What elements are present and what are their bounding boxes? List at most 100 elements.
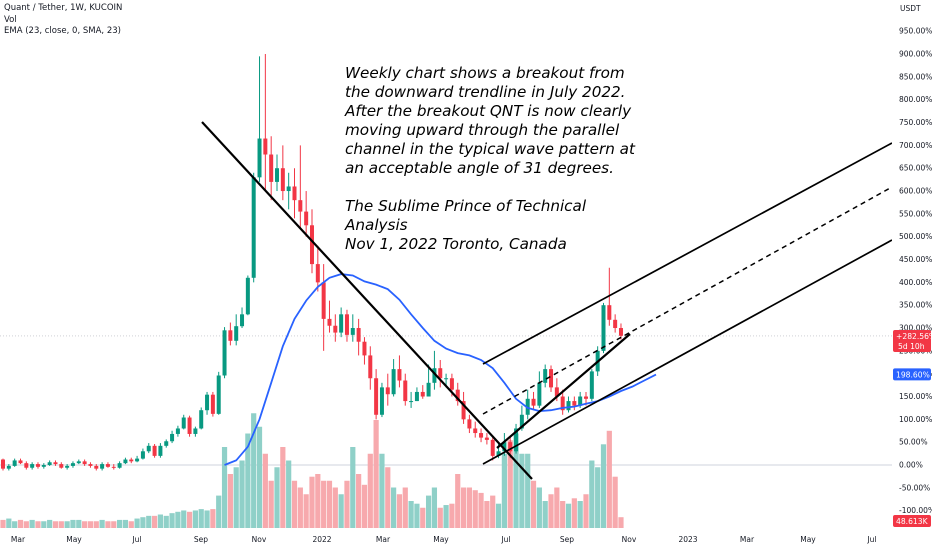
volume-bar: [210, 509, 216, 528]
volume-bar: [309, 476, 315, 528]
volume-bar: [600, 444, 607, 528]
candle: [129, 457, 134, 464]
candle: [607, 267, 612, 326]
volume-bar: [338, 494, 344, 528]
candle: [234, 314, 239, 346]
time-axis-tick: Sep: [560, 535, 574, 544]
ema-indicator-label[interactable]: EMA (23, close, 0, SMA, 23): [4, 26, 121, 36]
candle: [199, 407, 204, 430]
price-axis-tick: 0.00%: [899, 461, 923, 470]
volume-bar: [455, 474, 461, 528]
volume-bar: [583, 494, 589, 528]
time-axis-tick: May: [433, 535, 449, 544]
volume-bar: [291, 480, 298, 528]
volume-bar: [12, 521, 18, 528]
candle: [105, 462, 110, 468]
trendline-drawings[interactable]: [201, 121, 893, 480]
time-axis-tick: Jul: [866, 535, 876, 544]
candle: [385, 373, 390, 406]
volume-bar: [542, 501, 548, 528]
candle: [601, 302, 606, 354]
time-axis-tick: Mar: [376, 535, 391, 544]
volume-bar: [414, 503, 420, 528]
volume-bar: [350, 447, 356, 528]
volume-bar: [560, 501, 566, 528]
time-axis[interactable]: Mar May Jul Sep Nov 2022 Mar May Jul Sep Nov 2023 Ma…: [0, 528, 932, 550]
candle: [344, 309, 349, 342]
volume-bar: [70, 519, 76, 528]
time-axis-tick: Nov: [622, 535, 637, 544]
price-axis-tick: 400.00%: [899, 278, 932, 287]
candle: [146, 443, 151, 454]
volume-bar: [239, 460, 245, 528]
candle: [286, 172, 291, 210]
volume-bar: [315, 474, 321, 528]
volume-bar: [606, 430, 612, 528]
volume-bar: [163, 515, 169, 528]
volume-bar: [245, 433, 251, 528]
volume-bar: [198, 509, 204, 528]
volume-bar: [408, 501, 414, 528]
candle: [35, 462, 40, 469]
time-axis-tick: May: [66, 535, 82, 544]
candle: [94, 464, 99, 471]
volume-bar: [495, 503, 502, 528]
candle: [461, 391, 466, 424]
candle: [88, 462, 93, 468]
candle: [537, 371, 542, 408]
volume-value-badge: 48.613K: [893, 515, 931, 527]
candle: [479, 428, 484, 443]
candle: [484, 433, 489, 445]
volume-bar: [151, 515, 158, 528]
volume-bar: [326, 480, 333, 528]
candle: [123, 457, 128, 465]
candle: [181, 414, 186, 430]
volume-bar: [361, 484, 368, 528]
volume-bar: [513, 433, 519, 528]
price-axis-tick: 750.00%: [899, 118, 932, 127]
volume-bar: [373, 420, 379, 528]
time-axis-tick: 2023: [678, 535, 697, 544]
candle: [53, 460, 58, 466]
time-axis-tick: May: [800, 535, 816, 544]
svg-text:+282.56%: +282.56%: [896, 332, 932, 341]
price-axis-tick: 300.00%: [899, 324, 932, 333]
volume-bar: [87, 521, 94, 528]
time-axis-tick: Jul: [500, 535, 510, 544]
volume-bar: [548, 494, 554, 528]
price-axis-tick: 450.00%: [899, 255, 932, 264]
volume-bar: [385, 467, 391, 528]
candle: [514, 423, 519, 454]
candle: [82, 459, 87, 466]
volume-bar: [332, 487, 338, 528]
volume-bar: [356, 474, 362, 528]
volume-bar: [589, 460, 595, 528]
volume-indicator-label[interactable]: Vol: [4, 14, 17, 25]
svg-text:198.60%: 198.60%: [896, 370, 930, 379]
candle: [263, 54, 268, 192]
candle: [1, 458, 5, 471]
analysis-text-note[interactable]: Weekly chart shows a breakout from the d…: [345, 64, 635, 253]
price-axis[interactable]: USDT 950.00% 900.00% 850.00% 800.00% 750.00% 7…: [892, 0, 932, 550]
volume-bar: [460, 487, 467, 528]
volume-bar: [76, 519, 82, 528]
volume-bar: [251, 413, 257, 528]
candle: [65, 464, 70, 470]
candle: [473, 421, 478, 438]
symbol-title[interactable]: Quant / Tether, 1W, KUCOIN: [4, 3, 123, 13]
candle: [240, 307, 245, 329]
candle: [397, 355, 402, 388]
price-axis-tick: 600.00%: [899, 187, 932, 196]
svg-text:48.613K: 48.613K: [896, 517, 929, 526]
candle: [205, 391, 210, 415]
candle: [275, 154, 280, 192]
volume-bar: [297, 487, 303, 528]
candle: [374, 369, 379, 420]
volume-bar: [595, 467, 601, 528]
price-axis-tick: 950.00%: [899, 27, 932, 36]
time-axis-tick: Mar: [740, 535, 755, 544]
volume-bar: [536, 487, 542, 528]
volume-bar: [186, 511, 193, 528]
volume-bar: [262, 453, 268, 528]
